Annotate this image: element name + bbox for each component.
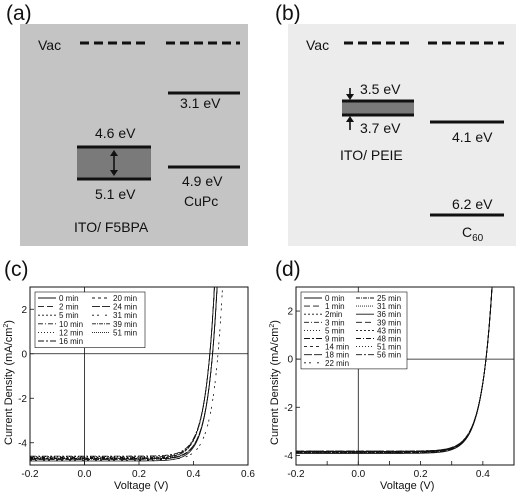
y-tick-label: -2 (284, 403, 293, 414)
legend-entry: 51 min (113, 328, 137, 337)
panel-b-c60-lumo-value: 4.1 eV (452, 129, 493, 145)
x-tick-label: -0.2 (21, 469, 39, 480)
legend-box (300, 291, 408, 370)
y-tick-label: -4 (284, 451, 293, 462)
panel-a-cupc-caption: CuPc (184, 193, 218, 209)
legend-box (34, 291, 146, 348)
legend-entry: 14 min (325, 343, 349, 352)
legend-entry: 39 min (377, 318, 401, 327)
panel-a-label: (a) (6, 2, 32, 25)
legend-entry: 9 min (325, 335, 345, 344)
legend-entry: 0 min (325, 294, 345, 303)
legend-entry: 22 min (325, 359, 349, 368)
chart-c-ylabel-main: Current Density (mA/cm (3, 328, 15, 445)
series-curve-39min (30, 287, 218, 460)
legend-entry: 51 min (377, 343, 401, 352)
legend-entry: 12 min (59, 328, 83, 337)
legend-entry: 5 min (325, 326, 345, 335)
x-tick-label: 0.4 (187, 469, 201, 480)
y-tick-label: 0 (287, 355, 293, 366)
legend-entry: 1 min (325, 302, 345, 311)
legend-entry: 24 min (113, 303, 137, 312)
x-tick-label: 0.4 (476, 469, 490, 480)
panel-a-background (20, 24, 248, 246)
panel-b: (b) Vac 3.5 eV 3.7 eV 4.1 eV ITO/ PEIE 6… (275, 2, 516, 246)
panel-b-background (288, 24, 516, 246)
arrow-up-icon (346, 116, 354, 130)
x-tick-label: 0.0 (351, 469, 365, 480)
legend-entry: 5 min (59, 311, 79, 320)
legend-entry: 31 min (377, 302, 401, 311)
series-curve-51min (30, 287, 215, 459)
legend-entry: 25 min (377, 294, 401, 303)
arrow-down-icon (346, 88, 354, 100)
x-tick-label: 0.2 (132, 469, 146, 480)
legend-entry: 36 min (377, 310, 401, 319)
legend-entry: 16 min (59, 337, 83, 346)
panel-b-c60-caption-sub: 60 (472, 233, 484, 244)
chart-c-ylabel-sup: 2 (3, 324, 10, 328)
y-tick-label: 2 (287, 307, 293, 318)
chart-c-ylabel-end: ) (3, 320, 15, 324)
panel-b-c60-caption-main: C (462, 224, 472, 240)
y-tick-label: 2 (21, 305, 27, 316)
panel-a-ito-caption: ITO/ F5BPA (74, 219, 149, 235)
chart-c-xlabel: Voltage (V) (114, 480, 168, 492)
legend-entry: 0 min (59, 294, 79, 303)
legend-entry: 3 min (325, 318, 345, 327)
panel-b-ito-band (342, 101, 414, 115)
series-curve-31min (30, 287, 223, 461)
panel-d-label: (d) (275, 258, 301, 281)
panel-a-vac-label: Vac (38, 37, 61, 53)
chart-d-ylabel-sup: 2 (269, 324, 276, 328)
legend-entry: 43 min (377, 326, 401, 335)
x-tick-label: 0.2 (414, 469, 428, 480)
series-curve-16min (30, 287, 215, 457)
legend-entry: 56 min (377, 351, 401, 360)
panel-c-label: (c) (4, 258, 29, 281)
series-curve-22min (296, 287, 493, 452)
legend-entry: 31 min (113, 311, 137, 320)
panel-b-ito-top-value: 3.5 eV (360, 81, 401, 97)
y-tick-label: -4 (18, 438, 27, 449)
chart-d-ylabel-end: ) (269, 320, 281, 324)
chart-d-xlabel: Voltage (V) (380, 480, 434, 492)
x-tick-label: 0.0 (78, 469, 92, 480)
legend-entry: 39 min (113, 320, 137, 329)
double-arrow-icon (110, 150, 118, 176)
x-tick-label: -0.2 (287, 469, 305, 480)
panel-a-cupc-homo-value: 4.9 eV (182, 173, 223, 189)
legend-entry: 10 min (59, 320, 83, 329)
chart-d-ylabel-main: Current Density (mA/cm (269, 328, 281, 445)
legend-entry: 18 min (325, 351, 349, 360)
legend-entry: 48 min (377, 335, 401, 344)
series-curve-56min (296, 287, 493, 452)
panel-b-label: (b) (275, 2, 301, 25)
series-curve-20min (30, 287, 215, 459)
panel-b-ito-bottom-value: 3.7 eV (360, 120, 401, 136)
x-tick-label: 0.6 (241, 469, 255, 480)
legend-entry: 2min (325, 310, 342, 319)
panel-b-ito-caption: ITO/ PEIE (340, 147, 403, 163)
panel-a-cupc-lumo-value: 3.1 eV (180, 95, 221, 111)
series-curve-1min (296, 287, 493, 454)
panel-b-c60-homo-value: 6.2 eV (452, 196, 493, 212)
legend-entry: 20 min (113, 294, 137, 303)
chart-d-ylabel: Current Density (mA/cm2) (269, 320, 281, 445)
legend-entry: 2 min (59, 303, 79, 312)
panel-b-c60-caption: C60 (462, 224, 484, 244)
panel-a-ito-bottom-value: 5.1 eV (95, 186, 136, 202)
panel-a: (a) Vac 3.1 eV 4.6 eV 5.1 eV 4.9 eV CuPc… (6, 2, 248, 246)
y-tick-label: 0 (21, 349, 27, 360)
panel-a-ito-top-value: 4.6 eV (95, 125, 136, 141)
y-tick-label: -2 (18, 394, 27, 405)
chart-c-ylabel: Current Density (mA/cm2) (3, 320, 15, 445)
panel-b-vac-label: Vac (306, 37, 329, 53)
